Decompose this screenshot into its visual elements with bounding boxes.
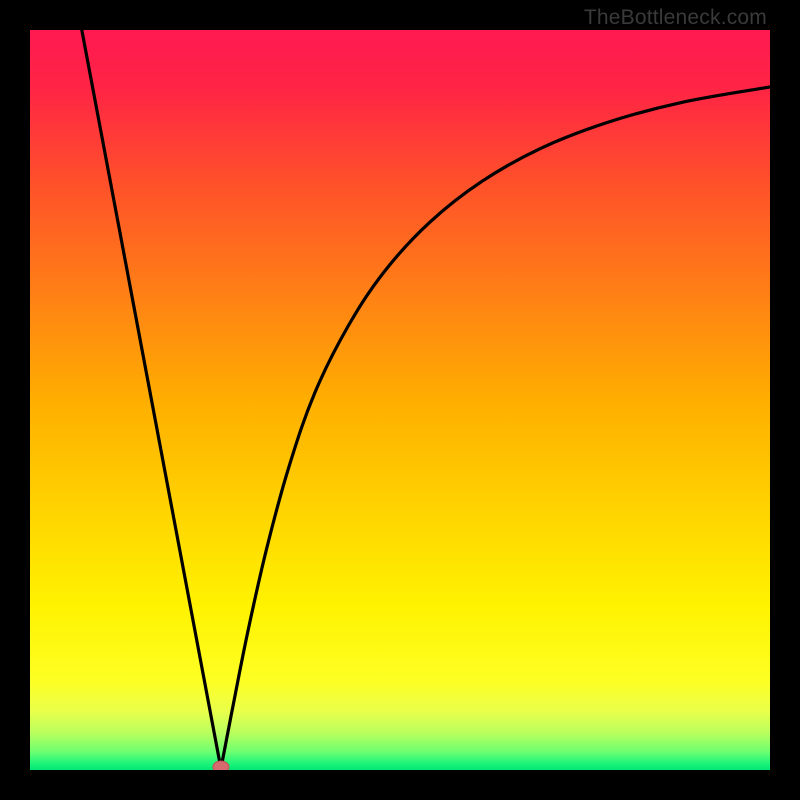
plot-area	[30, 30, 770, 770]
vertex-marker-dot	[213, 761, 229, 770]
bottleneck-curve	[30, 30, 770, 770]
watermark-text: TheBottleneck.com	[584, 6, 767, 30]
